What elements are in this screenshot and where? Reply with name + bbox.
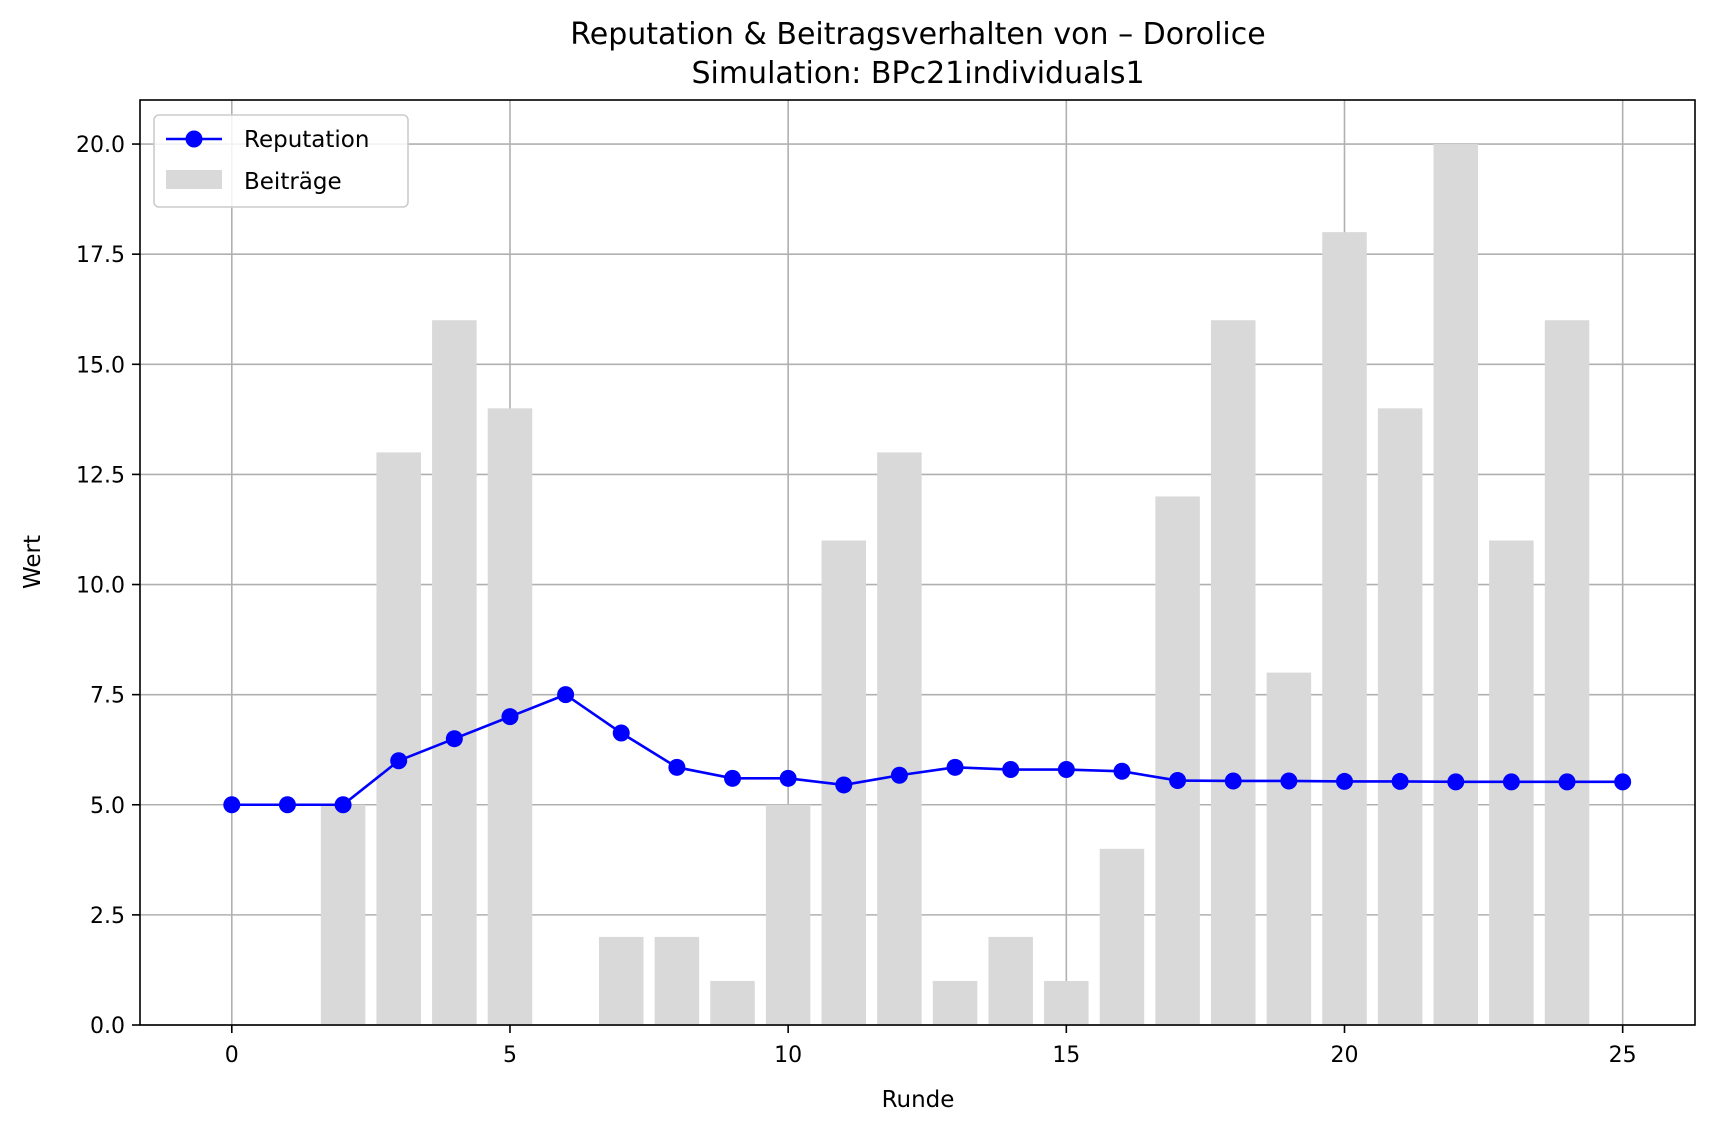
bar-beitraege bbox=[1377, 408, 1423, 1025]
legend-reputation-label: Reputation bbox=[244, 127, 369, 153]
reputation-point bbox=[223, 796, 241, 814]
x-tick-label: 5 bbox=[503, 1043, 517, 1068]
bar-beitraege bbox=[765, 804, 811, 1025]
bar-beitraege bbox=[598, 936, 644, 1025]
x-tick-label: 0 bbox=[225, 1043, 239, 1068]
legend-beitraege-swatch bbox=[166, 170, 222, 189]
bar-beitraege bbox=[432, 320, 477, 1025]
reputation-point bbox=[1002, 761, 1020, 779]
reputation-point bbox=[1335, 772, 1353, 790]
bar-beitraege bbox=[1210, 320, 1256, 1025]
reputation-point bbox=[1280, 772, 1298, 790]
bar-beitraege bbox=[1433, 144, 1479, 1026]
x-tick-label: 10 bbox=[774, 1043, 802, 1068]
bar-beitraege bbox=[376, 452, 421, 1025]
reputation-point bbox=[1447, 773, 1465, 791]
reputation-point bbox=[1113, 762, 1131, 780]
x-tick-label: 15 bbox=[1052, 1043, 1080, 1068]
legend-beitraege-label: Beiträge bbox=[244, 169, 342, 195]
y-tick-label: 15.0 bbox=[76, 353, 125, 378]
reputation-point bbox=[1169, 772, 1187, 790]
bar-beitraege bbox=[1544, 320, 1590, 1025]
reputation-point bbox=[612, 724, 630, 742]
x-tick-label: 20 bbox=[1330, 1043, 1358, 1068]
y-tick-label: 2.5 bbox=[90, 904, 125, 929]
reputation-point bbox=[1391, 772, 1409, 790]
y-tick-label: 12.5 bbox=[76, 463, 125, 488]
bar-beitraege bbox=[1266, 672, 1312, 1025]
y-tick-label: 7.5 bbox=[90, 684, 125, 709]
reputation-point bbox=[779, 769, 797, 787]
bar-beitraege bbox=[710, 980, 755, 1025]
reputation-point bbox=[946, 758, 964, 776]
y-tick-label: 0.0 bbox=[90, 1014, 125, 1039]
bar-beitraege bbox=[320, 804, 366, 1025]
reputation-point bbox=[890, 766, 908, 784]
reputation-point bbox=[1502, 773, 1520, 791]
reputation-point bbox=[501, 708, 519, 726]
reputation-point bbox=[668, 758, 686, 776]
y-tick-label: 20.0 bbox=[76, 133, 125, 158]
bar-beitraege bbox=[988, 936, 1033, 1025]
bar-beitraege bbox=[654, 936, 700, 1025]
y-tick-label: 10.0 bbox=[76, 574, 125, 599]
bar-series bbox=[320, 144, 1590, 1026]
reputation-point bbox=[278, 796, 296, 814]
legend-reputation-marker bbox=[185, 130, 203, 148]
plot-frame bbox=[139, 99, 1696, 1026]
reputation-point bbox=[445, 730, 463, 748]
line-series bbox=[223, 686, 1632, 814]
reputation-point bbox=[390, 752, 408, 770]
x-tick-label: 25 bbox=[1609, 1043, 1637, 1068]
reputation-point bbox=[1558, 773, 1576, 791]
x-axis-label: Runde bbox=[882, 1087, 955, 1113]
reputation-point bbox=[1614, 773, 1632, 791]
chart-subtitle: Simulation: BPc21individuals1 bbox=[691, 56, 1144, 91]
axes: 0 5 10 15 20 25 0.0 2.5 5.0 7.5 10.0 12.5 15.0 17.5 20… bbox=[76, 99, 1696, 1068]
reputation-line bbox=[231, 693, 1623, 807]
y-tick-label: 5.0 bbox=[90, 794, 125, 819]
y-axis-label: Wert bbox=[20, 535, 46, 589]
bar-beitraege bbox=[1322, 232, 1367, 1026]
y-tick-label: 17.5 bbox=[76, 243, 125, 268]
reputation-point bbox=[334, 796, 352, 814]
bar-beitraege bbox=[1044, 980, 1089, 1025]
chart-title: Reputation & Beitragsverhalten von – Dor… bbox=[570, 17, 1265, 52]
reputation-point bbox=[835, 776, 853, 794]
bar-beitraege bbox=[932, 980, 978, 1025]
bar-beitraege bbox=[877, 452, 922, 1025]
bar-beitraege bbox=[1155, 496, 1200, 1025]
reputation-point bbox=[724, 769, 742, 787]
reputation-point bbox=[557, 686, 575, 704]
legend: Reputation Beiträge bbox=[153, 114, 409, 208]
reputation-point bbox=[1057, 761, 1075, 779]
bar-beitraege bbox=[1099, 848, 1145, 1025]
reputation-point bbox=[1224, 772, 1242, 790]
